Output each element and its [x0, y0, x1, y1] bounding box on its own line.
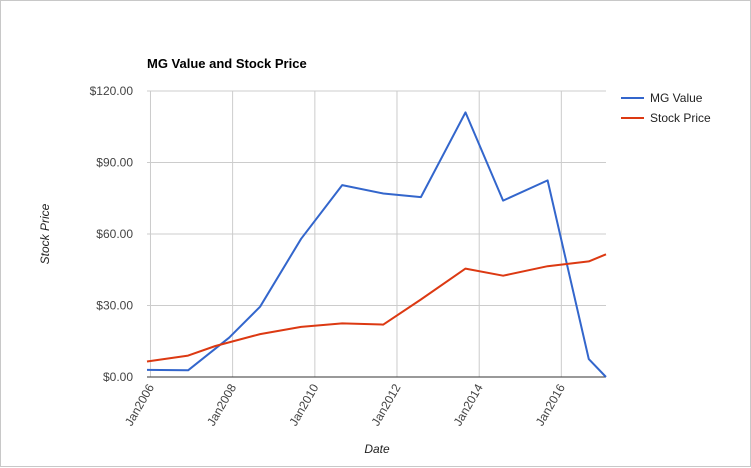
x-tick-label: Jan2006: [122, 381, 157, 428]
y-tick-label: $90.00: [96, 156, 133, 170]
series-line-1: [146, 111, 607, 378]
x-tick-labels: Jan2006 Jan2008 Jan2010 Jan2012 Jan2014 Jan20…: [122, 381, 568, 428]
x-tick-label: Jan2012: [368, 381, 403, 428]
y-tick-label: $60.00: [96, 227, 133, 241]
y-tick-label: $30.00: [96, 299, 133, 313]
legend-label: Stock Price: [650, 111, 711, 125]
legend: MG Value Stock Price: [621, 91, 711, 125]
x-axis-title: Date: [364, 442, 390, 456]
grid-lines: [147, 90, 606, 377]
series-lines: [146, 111, 607, 378]
y-tick-labels: $0.00 $30.00 $60.00 $90.00 $120.00: [90, 84, 134, 384]
y-tick-label: $120.00: [90, 84, 134, 98]
y-tick-label: $0.00: [103, 370, 133, 384]
chart-title: MG Value and Stock Price: [147, 56, 307, 71]
y-axis-title: Stock Price: [38, 203, 52, 264]
legend-label: MG Value: [650, 91, 703, 105]
x-tick-label: Jan2010: [286, 381, 321, 428]
x-tick-label: Jan2014: [451, 381, 486, 428]
x-tick-label: Jan2016: [533, 381, 568, 428]
series-line-2: [146, 253, 607, 363]
x-tick-label: Jan2008: [204, 381, 239, 428]
